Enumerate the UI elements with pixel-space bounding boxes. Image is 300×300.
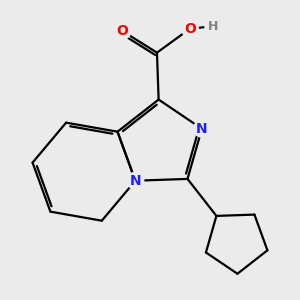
Circle shape	[127, 172, 144, 189]
Text: O: O	[116, 24, 128, 38]
Circle shape	[182, 20, 198, 37]
Text: H: H	[208, 20, 218, 33]
Circle shape	[114, 23, 131, 39]
Text: N: N	[130, 174, 141, 188]
Circle shape	[194, 120, 210, 137]
Circle shape	[205, 18, 222, 34]
Text: O: O	[184, 22, 196, 36]
Text: N: N	[196, 122, 208, 136]
